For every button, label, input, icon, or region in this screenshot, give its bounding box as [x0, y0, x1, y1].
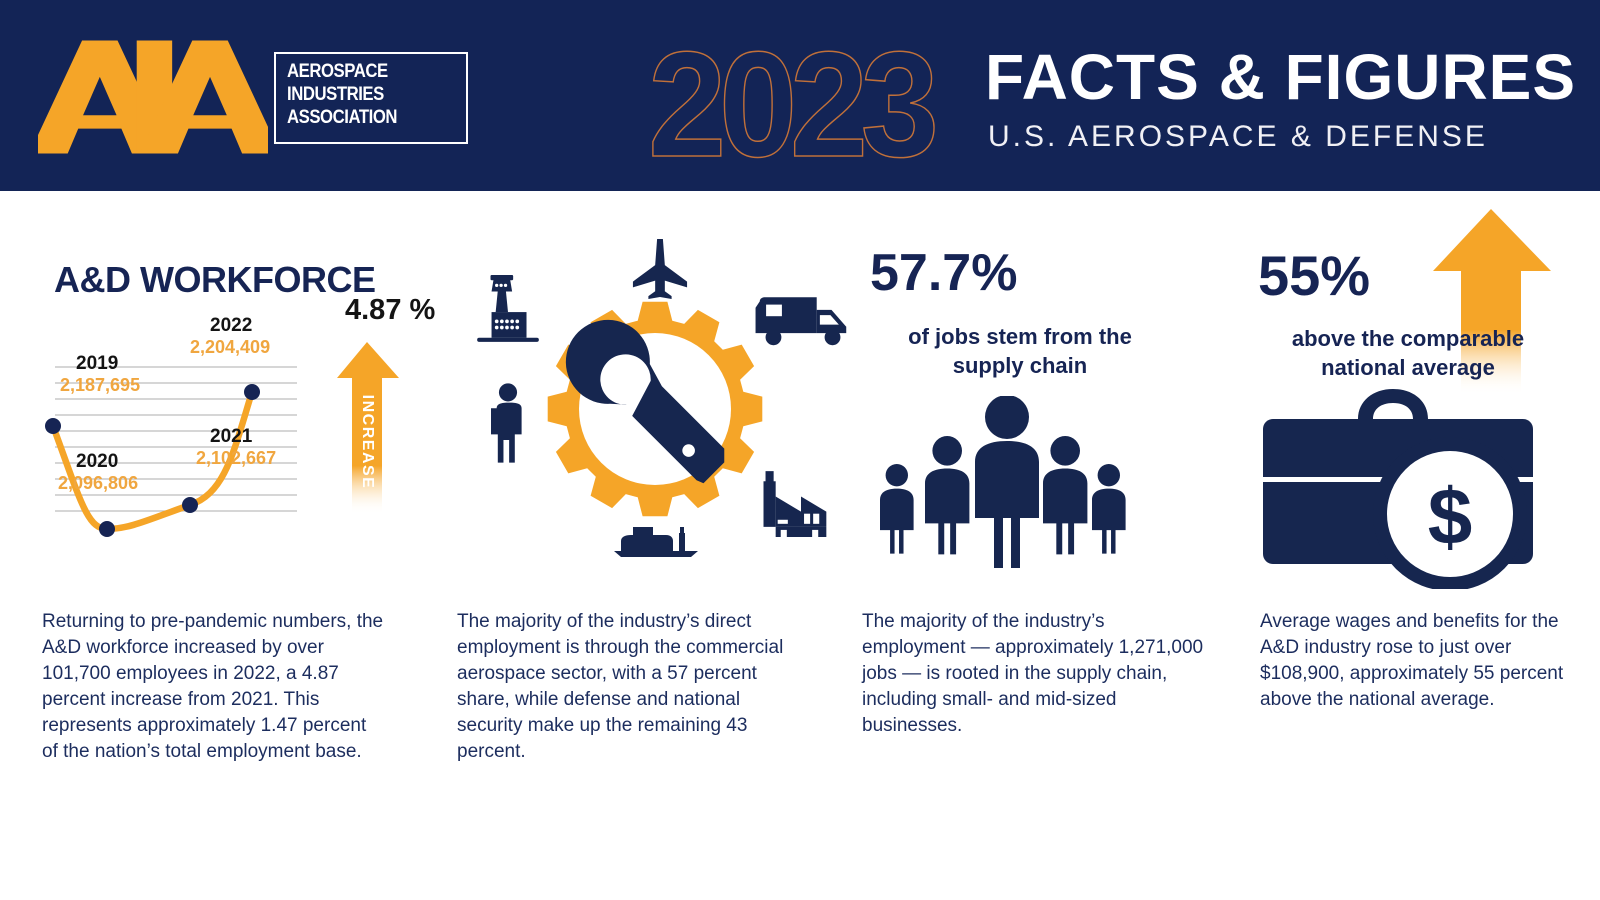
- svg-text:$: $: [1428, 472, 1473, 561]
- svg-text:INCREASE: INCREASE: [359, 395, 376, 490]
